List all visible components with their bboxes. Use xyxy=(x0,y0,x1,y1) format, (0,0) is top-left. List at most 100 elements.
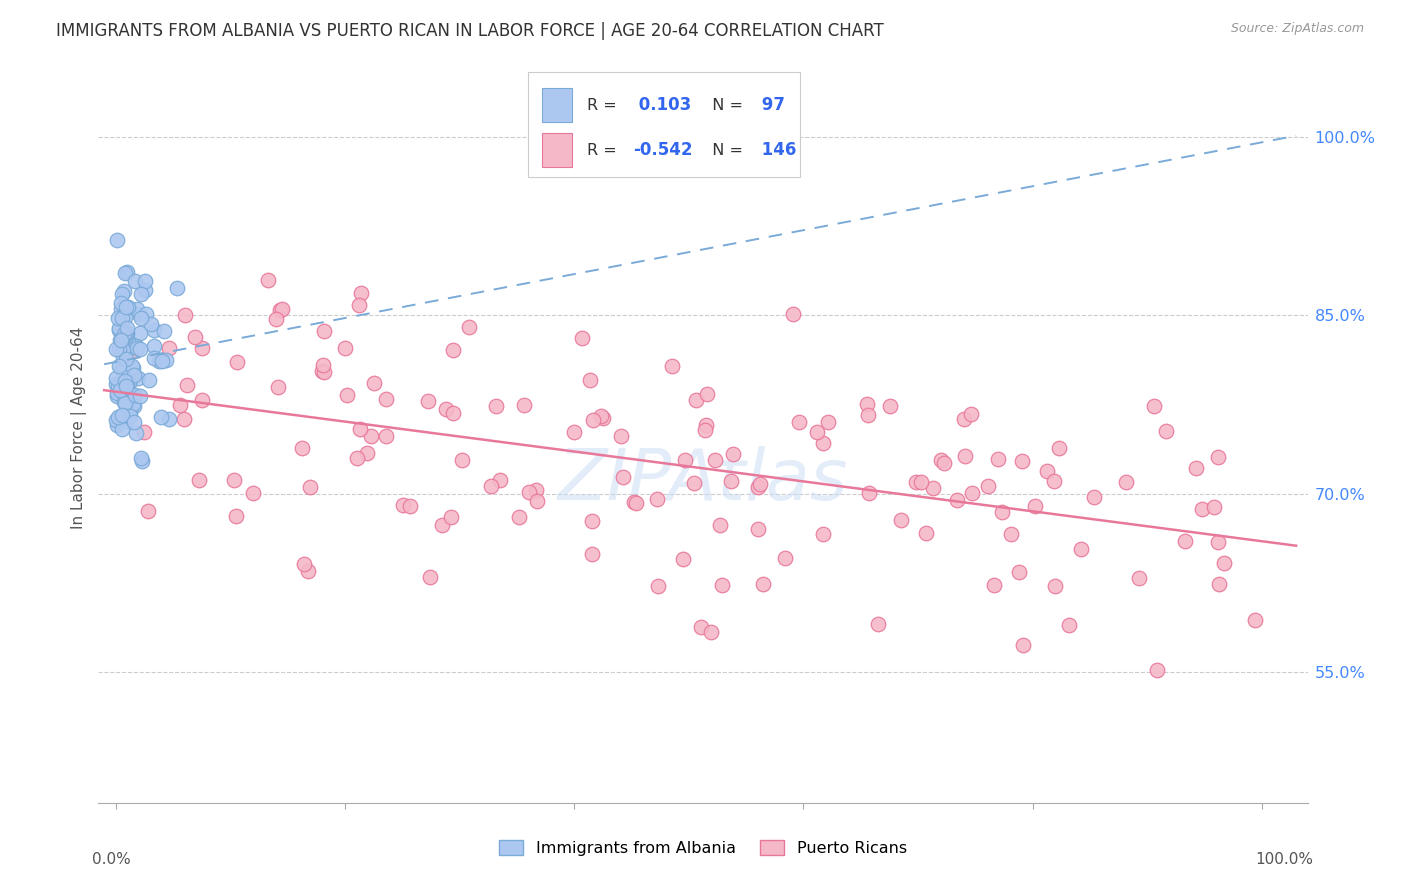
Point xyxy=(127,371,149,385)
Point xyxy=(1043,474,1066,488)
Point xyxy=(152,324,174,338)
Point xyxy=(115,326,138,340)
Point xyxy=(1083,490,1105,504)
Text: Source: ZipAtlas.com: Source: ZipAtlas.com xyxy=(1230,22,1364,36)
Point xyxy=(524,483,547,498)
Point xyxy=(110,422,132,436)
Point xyxy=(709,518,731,533)
Point xyxy=(711,578,734,592)
Point xyxy=(114,377,136,392)
Point xyxy=(157,412,180,426)
Point xyxy=(173,412,195,426)
Point xyxy=(291,442,314,456)
Point xyxy=(114,310,136,325)
Point xyxy=(125,338,148,352)
Point xyxy=(129,326,152,340)
Y-axis label: In Labor Force | Age 20-64: In Labor Force | Age 20-64 xyxy=(72,327,87,529)
Point xyxy=(703,453,725,467)
Text: -0.542: -0.542 xyxy=(633,141,692,159)
Point xyxy=(1011,454,1033,468)
Point xyxy=(112,327,135,342)
Point xyxy=(751,577,773,591)
Point xyxy=(1213,557,1236,571)
Point xyxy=(977,479,1000,493)
Point xyxy=(242,486,264,500)
Text: 146: 146 xyxy=(756,141,797,159)
Point xyxy=(312,358,335,372)
Point xyxy=(188,473,211,487)
Point xyxy=(921,481,943,495)
Point xyxy=(485,399,508,413)
Point xyxy=(117,374,139,388)
Point xyxy=(932,456,955,470)
Point xyxy=(112,351,135,365)
Text: 0.103: 0.103 xyxy=(633,96,692,114)
Point xyxy=(1000,527,1022,541)
Point xyxy=(150,354,173,368)
Point xyxy=(110,362,132,376)
Point xyxy=(312,324,335,338)
Text: 0.0%: 0.0% xyxy=(93,852,131,866)
Point xyxy=(111,382,134,396)
Point xyxy=(122,415,145,429)
Point xyxy=(110,295,132,310)
Point xyxy=(118,376,141,391)
Point xyxy=(111,343,134,357)
Point xyxy=(773,551,796,566)
Point xyxy=(748,477,770,491)
Point xyxy=(139,317,162,331)
Point xyxy=(299,480,322,494)
Point xyxy=(312,366,335,380)
Point xyxy=(806,425,828,440)
Point xyxy=(117,334,139,348)
Point xyxy=(105,386,128,401)
Point xyxy=(592,411,614,425)
Point xyxy=(374,392,396,406)
Point xyxy=(866,616,889,631)
Point xyxy=(225,509,247,524)
Point xyxy=(700,624,723,639)
Point xyxy=(269,303,291,318)
Point xyxy=(297,565,319,579)
Point xyxy=(257,273,280,287)
Point xyxy=(105,413,128,427)
Point xyxy=(105,389,128,403)
Point xyxy=(685,392,707,407)
Point xyxy=(184,329,207,343)
Point xyxy=(360,429,382,443)
Point xyxy=(689,620,711,634)
Point xyxy=(114,414,136,428)
Point xyxy=(132,425,155,439)
Point xyxy=(134,283,156,297)
Point xyxy=(127,341,149,355)
Point xyxy=(1024,500,1046,514)
Text: ZIPAtlas: ZIPAtlas xyxy=(558,446,848,515)
Point xyxy=(513,398,536,412)
Point xyxy=(1008,565,1031,579)
Point xyxy=(987,452,1010,467)
Point xyxy=(991,505,1014,519)
Point xyxy=(673,453,696,467)
Point xyxy=(416,394,439,409)
Point xyxy=(143,339,166,353)
Point xyxy=(166,280,188,294)
Point xyxy=(121,397,143,411)
Point xyxy=(392,498,415,512)
Point xyxy=(1057,618,1080,632)
Point xyxy=(915,526,938,541)
Point xyxy=(1035,464,1057,478)
Point xyxy=(266,312,288,326)
Point xyxy=(450,453,472,467)
Text: R =: R = xyxy=(586,98,621,112)
Point xyxy=(693,423,716,437)
Point xyxy=(117,321,139,335)
Point xyxy=(440,510,463,524)
Point xyxy=(114,405,136,419)
Point xyxy=(129,287,152,301)
Point xyxy=(134,274,156,288)
Point xyxy=(1208,576,1230,591)
Point xyxy=(108,323,131,337)
Point xyxy=(488,473,510,487)
FancyBboxPatch shape xyxy=(527,72,800,178)
Point xyxy=(110,318,132,333)
